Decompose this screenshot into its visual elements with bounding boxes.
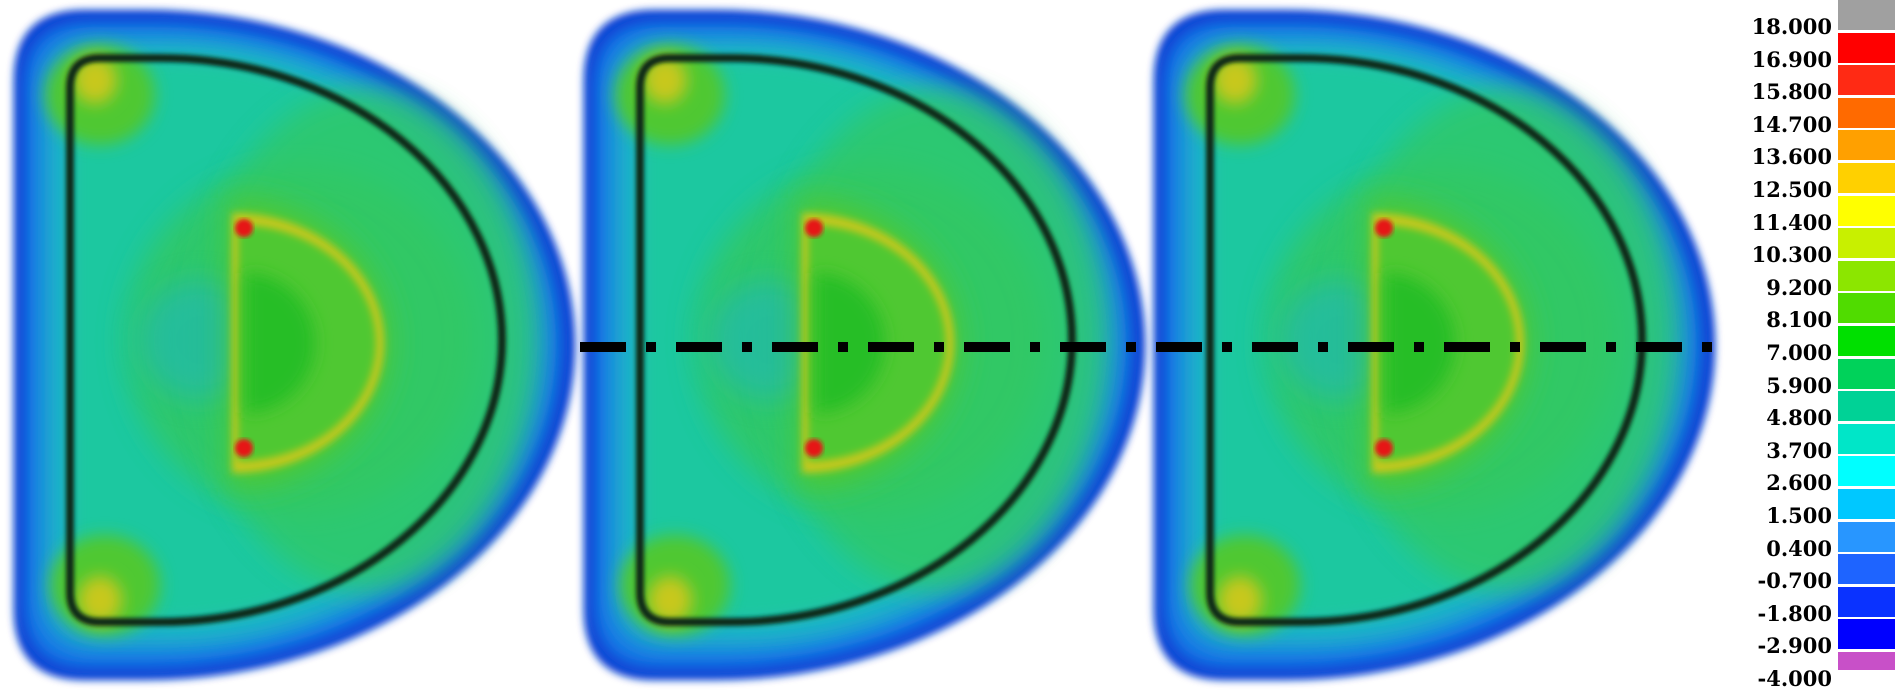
legend-swatch bbox=[1838, 456, 1895, 487]
legend-label: 15.800 bbox=[1751, 79, 1832, 105]
legend-swatch bbox=[1838, 489, 1895, 519]
legend-swatch bbox=[1838, 65, 1895, 96]
hotspot bbox=[805, 219, 823, 237]
legend-label: 14.700 bbox=[1751, 111, 1832, 137]
hotspot bbox=[235, 219, 253, 237]
corner-zone bbox=[78, 576, 122, 624]
legend-label: -2.900 bbox=[1757, 633, 1832, 659]
hotspot bbox=[1375, 219, 1393, 237]
color-legend: 18.000 16.900 15.800 14.700 13.600 12.500 11.4… bbox=[1700, 0, 1895, 691]
legend-swatch bbox=[1838, 358, 1895, 389]
legend-swatch bbox=[1838, 0, 1895, 30]
boundary-contour bbox=[66, 54, 506, 626]
insert-inner bbox=[245, 273, 315, 413]
corner-zone bbox=[648, 576, 692, 624]
legend-label: 18.000 bbox=[1751, 14, 1832, 39]
legend-label: 7.000 bbox=[1766, 340, 1832, 365]
legend-label: 8.100 bbox=[1766, 307, 1832, 333]
legend-swatch bbox=[1838, 391, 1895, 422]
legend-label: 3.700 bbox=[1766, 437, 1832, 463]
legend-swatch bbox=[1838, 97, 1895, 128]
corner-zone bbox=[1213, 56, 1257, 104]
legend-label: 10.300 bbox=[1751, 242, 1832, 268]
legend-label: 5.900 bbox=[1766, 372, 1832, 398]
legend-swatch bbox=[1838, 228, 1895, 259]
legend-swatch bbox=[1838, 293, 1895, 324]
legend-swatch bbox=[1838, 586, 1895, 617]
corner-zone bbox=[73, 56, 117, 104]
legend-swatch bbox=[1838, 260, 1895, 291]
legend-label: 0.400 bbox=[1766, 535, 1832, 561]
legend-swatch bbox=[1838, 195, 1895, 226]
hotspot bbox=[805, 439, 823, 457]
legend-swatch bbox=[1838, 130, 1895, 161]
legend-swatch bbox=[1838, 32, 1895, 63]
legend-label: 12.500 bbox=[1751, 177, 1832, 202]
corner-zone bbox=[643, 56, 687, 104]
insert-inner bbox=[815, 273, 885, 413]
legend-label: 11.400 bbox=[1751, 209, 1832, 235]
legend-swatch bbox=[1838, 521, 1895, 552]
corner-zone bbox=[1218, 576, 1262, 624]
legend-swatch bbox=[1838, 652, 1895, 670]
boundary-contour bbox=[636, 54, 1076, 626]
legend-label: 16.900 bbox=[1751, 46, 1832, 72]
legend-swatch bbox=[1838, 163, 1895, 193]
contour-panel bbox=[1154, 10, 1715, 680]
legend-swatch bbox=[1838, 326, 1895, 356]
legend-label: -4.000 bbox=[1757, 666, 1832, 691]
boundary-contour bbox=[1206, 54, 1646, 626]
legend-label: 1.500 bbox=[1766, 503, 1832, 528]
legend-label: 4.800 bbox=[1766, 405, 1832, 431]
legend-swatch bbox=[1838, 619, 1895, 650]
contour-panel bbox=[14, 10, 575, 680]
legend-label: 13.600 bbox=[1751, 144, 1832, 170]
legend-label: -0.700 bbox=[1757, 568, 1832, 594]
contour-panel bbox=[584, 10, 1145, 680]
legend-swatch bbox=[1838, 554, 1895, 585]
legend-label: 9.200 bbox=[1766, 274, 1832, 300]
hotspot bbox=[1375, 439, 1393, 457]
legend-swatch bbox=[1838, 423, 1895, 454]
hotspot bbox=[235, 439, 253, 457]
legend-label: 2.600 bbox=[1766, 470, 1832, 496]
legend-label: -1.800 bbox=[1757, 600, 1832, 626]
